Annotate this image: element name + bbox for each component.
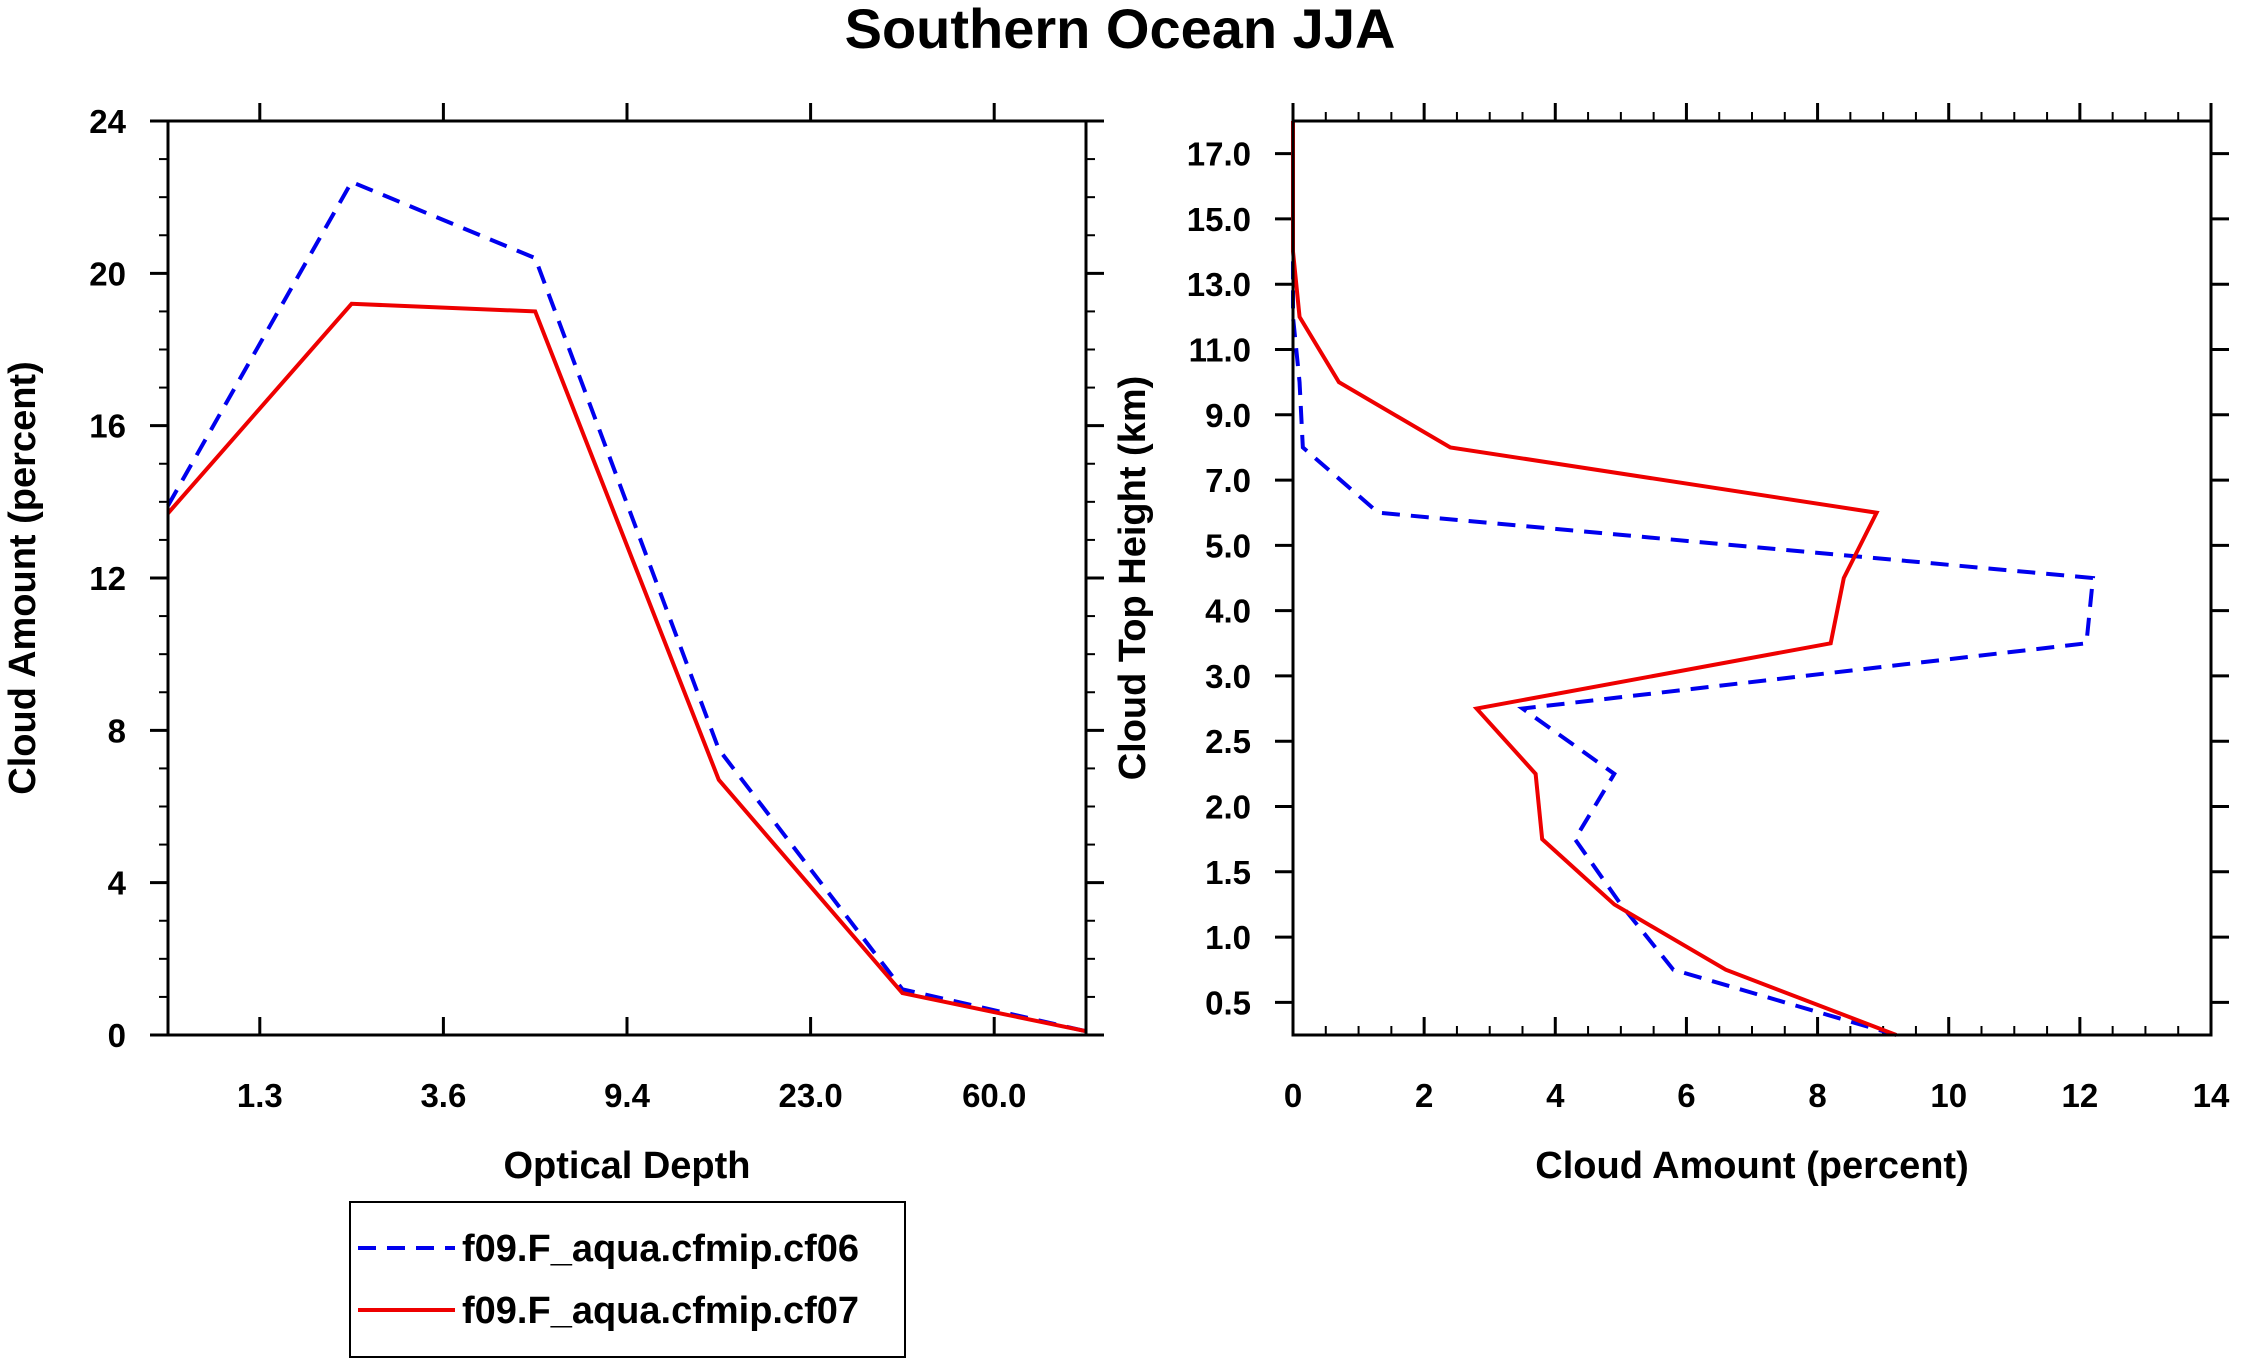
left-series-group [166, 179, 1087, 1034]
right-y-tick-label: 13.0 [1187, 266, 1251, 303]
left-y-tick-label: 24 [89, 103, 126, 140]
left-line-cf07 [166, 301, 1087, 1034]
right-x-tick-label: 14 [2193, 1077, 2230, 1114]
legend: f09.F_aqua.cfmip.cf06 f09.F_aqua.cfmip.c… [349, 1201, 906, 1358]
right-y-tick-label: 0.5 [1205, 984, 1251, 1021]
right-x-tick-label: 12 [2061, 1077, 2098, 1114]
right-y-tick-label: 1.0 [1205, 919, 1251, 956]
right-y-tick-label: 2.5 [1205, 723, 1251, 760]
left-plot-frame [166, 119, 1088, 1037]
right-y-tick-label: 1.5 [1205, 854, 1251, 891]
right-y-tick-label: 3.0 [1205, 658, 1251, 695]
right-line-cf07 [1291, 121, 1897, 1037]
left-y-tick-label: 20 [89, 255, 126, 292]
figure-title: Southern Ocean JJA [845, 0, 1396, 60]
left-x-tick-label: 9.4 [604, 1077, 651, 1114]
optical-depth-panel: 1.3 3.6 9.4 23.0 60.0 0 4 8 12 16 20 24 Optical Dep… [2, 103, 1104, 1187]
right-x-tick-label: 0 [1284, 1077, 1302, 1114]
right-x-tick-label: 8 [1808, 1077, 1826, 1114]
right-y-tick-label: 17.0 [1187, 136, 1251, 173]
cloud-top-height-panel: 0 2 4 6 8 10 12 14 0.5 1.0 1.5 2.0 2.5 3.0 4.0 5.0 7.0 9.… [1112, 103, 2230, 1187]
left-x-tick-label: 60.0 [962, 1077, 1026, 1114]
left-x-tick-label: 3.6 [420, 1077, 466, 1114]
right-axis-ticks [1275, 103, 2229, 1035]
left-tick-labels: 1.3 3.6 9.4 23.0 60.0 0 4 8 12 16 20 24 [89, 103, 1026, 1114]
left-x-axis-label: Optical Depth [503, 1145, 750, 1187]
left-y-tick-label: 16 [89, 408, 126, 445]
left-axis-ticks [150, 103, 1104, 1037]
right-x-tick-label: 2 [1415, 1077, 1433, 1114]
right-y-axis-label: Cloud Top Height (km) [1112, 376, 1154, 781]
legend-label-cf07: f09.F_aqua.cfmip.cf07 [462, 1290, 859, 1332]
legend-box [349, 1201, 906, 1358]
right-line-cf06 [1291, 121, 2096, 1037]
left-y-tick-label: 0 [108, 1017, 126, 1054]
left-x-tick-label: 1.3 [237, 1077, 283, 1114]
right-plot-frame [1291, 119, 2213, 1037]
right-y-tick-label: 7.0 [1205, 462, 1251, 499]
left-line-cf06 [166, 179, 1087, 1034]
left-x-tick-label: 23.0 [778, 1077, 842, 1114]
right-x-tick-label: 6 [1677, 1077, 1695, 1114]
left-y-tick-label: 12 [89, 560, 126, 597]
right-y-tick-label: 5.0 [1205, 527, 1251, 564]
left-y-tick-label: 4 [108, 865, 127, 902]
right-x-axis-label: Cloud Amount (percent) [1535, 1145, 1968, 1187]
right-x-tick-label: 4 [1546, 1077, 1565, 1114]
right-x-tick-label: 10 [1930, 1077, 1967, 1114]
right-y-tick-label: 11.0 [1189, 332, 1251, 369]
right-tick-labels: 0 2 4 6 8 10 12 14 0.5 1.0 1.5 2.0 2.5 3.0 4.0 5.0 7.0 9.… [1187, 136, 2230, 1114]
right-y-tick-label: 9.0 [1205, 397, 1251, 434]
legend-label-cf06: f09.F_aqua.cfmip.cf06 [462, 1228, 859, 1270]
left-y-tick-label: 8 [108, 712, 126, 749]
right-y-tick-label: 4.0 [1205, 593, 1251, 630]
right-series-group [1291, 121, 2096, 1037]
left-y-axis-label: Cloud Amount (percent) [2, 361, 44, 794]
right-y-tick-label: 15.0 [1187, 201, 1251, 238]
right-y-tick-label: 2.0 [1205, 789, 1251, 826]
